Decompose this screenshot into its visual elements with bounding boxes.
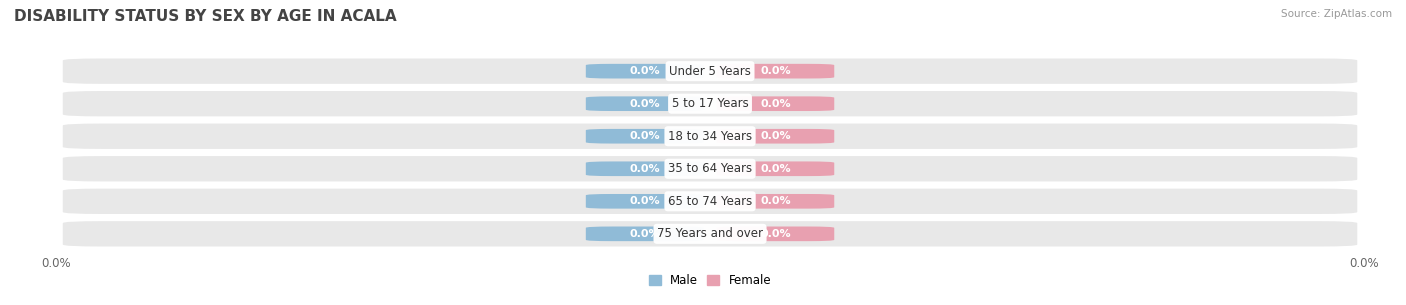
Text: 0.0%: 0.0% xyxy=(630,196,659,206)
Text: 65 to 74 Years: 65 to 74 Years xyxy=(668,195,752,208)
Text: 5 to 17 Years: 5 to 17 Years xyxy=(672,97,748,110)
Text: 75 Years and over: 75 Years and over xyxy=(657,227,763,240)
Text: 18 to 34 Years: 18 to 34 Years xyxy=(668,130,752,143)
Text: 0.0%: 0.0% xyxy=(630,66,659,76)
FancyBboxPatch shape xyxy=(63,91,1357,117)
Text: 0.0%: 0.0% xyxy=(630,164,659,174)
FancyBboxPatch shape xyxy=(586,227,703,241)
FancyBboxPatch shape xyxy=(63,188,1357,214)
Text: DISABILITY STATUS BY SEX BY AGE IN ACALA: DISABILITY STATUS BY SEX BY AGE IN ACALA xyxy=(14,9,396,24)
FancyBboxPatch shape xyxy=(717,227,834,241)
FancyBboxPatch shape xyxy=(586,194,703,209)
FancyBboxPatch shape xyxy=(586,161,703,176)
Text: 0.0%: 0.0% xyxy=(630,131,659,141)
Text: 0.0%: 0.0% xyxy=(761,229,790,239)
Text: Source: ZipAtlas.com: Source: ZipAtlas.com xyxy=(1281,9,1392,19)
Text: 0.0%: 0.0% xyxy=(761,66,790,76)
Text: 0.0%: 0.0% xyxy=(630,229,659,239)
FancyBboxPatch shape xyxy=(717,64,834,78)
FancyBboxPatch shape xyxy=(586,96,703,111)
Text: 0.0%: 0.0% xyxy=(761,99,790,109)
FancyBboxPatch shape xyxy=(586,129,703,144)
Text: 0.0%: 0.0% xyxy=(761,131,790,141)
Text: 0.0%: 0.0% xyxy=(630,99,659,109)
FancyBboxPatch shape xyxy=(717,161,834,176)
FancyBboxPatch shape xyxy=(717,194,834,209)
FancyBboxPatch shape xyxy=(63,59,1357,84)
FancyBboxPatch shape xyxy=(63,221,1357,246)
FancyBboxPatch shape xyxy=(717,96,834,111)
FancyBboxPatch shape xyxy=(586,64,703,78)
FancyBboxPatch shape xyxy=(717,129,834,144)
FancyBboxPatch shape xyxy=(63,124,1357,149)
Legend: Male, Female: Male, Female xyxy=(648,274,772,287)
Text: Under 5 Years: Under 5 Years xyxy=(669,65,751,78)
FancyBboxPatch shape xyxy=(63,156,1357,181)
Text: 0.0%: 0.0% xyxy=(761,164,790,174)
Text: 35 to 64 Years: 35 to 64 Years xyxy=(668,162,752,175)
Text: 0.0%: 0.0% xyxy=(761,196,790,206)
